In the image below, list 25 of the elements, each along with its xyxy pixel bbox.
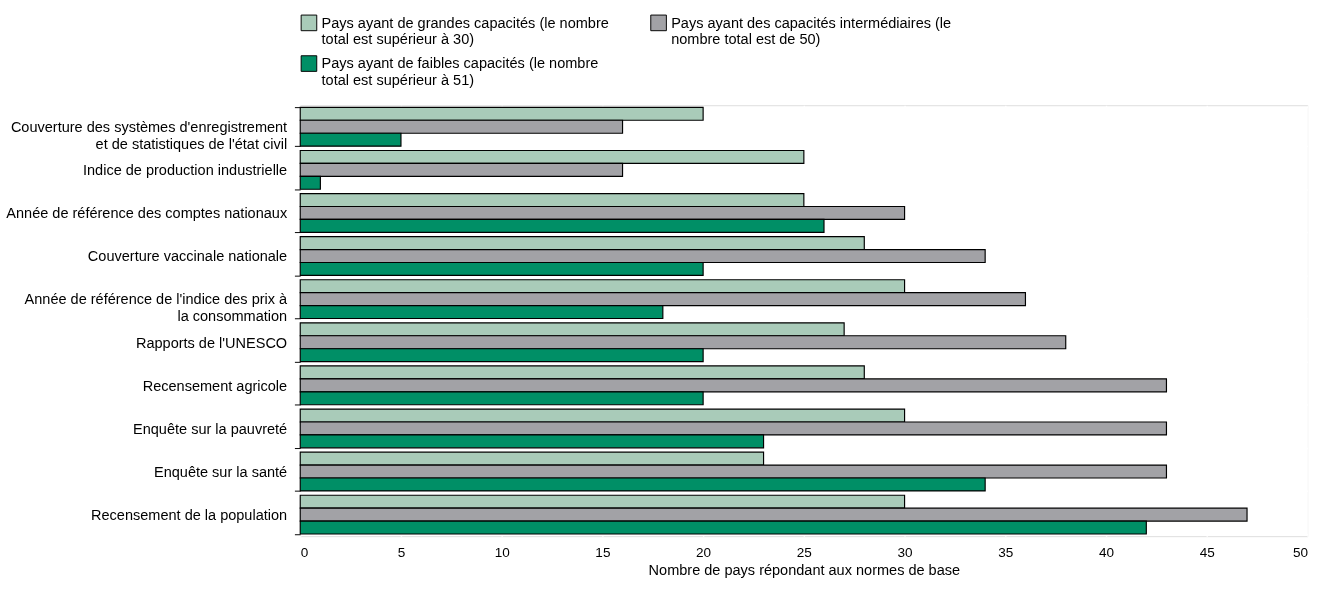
y-tick-label: Recensement de la population — [91, 506, 288, 523]
x-tick-label: 35 — [998, 545, 1014, 561]
x-tick-label: 30 — [897, 545, 913, 561]
y-tick-label: Année de référence des comptes nationaux — [6, 205, 288, 222]
x-axis-title: Nombre de pays répondant aux normes de base — [648, 562, 961, 579]
x-tick-label: 20 — [696, 545, 712, 561]
x-tick-label: 5 — [397, 545, 406, 561]
x-tick-label: 50 — [1292, 545, 1308, 561]
y-tick-label: Couverture des systèmes d'enregistrement et de statistiques de l'état civil — [10, 119, 288, 152]
x-tick-label: 0 — [300, 545, 309, 561]
y-tick-label: Enquête sur la pauvreté — [133, 420, 288, 437]
y-tick-label: Enquête sur la santé — [154, 463, 288, 480]
x-tick-label: 25 — [796, 545, 812, 561]
y-tick-label: Année de référence de l'indice des prix à la consommation — [24, 291, 289, 324]
legend-label: Pays ayant de faibles capacités (le nombre total est supérieur à 51) — [321, 55, 599, 88]
legend-label: Pays ayant de grandes capacités (le nombre total est supérieur à 30) — [321, 14, 609, 48]
y-tick-label: Recensement agricole — [142, 377, 288, 394]
y-tick-label: Couverture vaccinale nationale — [87, 248, 288, 265]
legend-label: Pays ayant des capacités intermédiaires (le nombre total est de 50) — [671, 14, 952, 48]
x-tick-label: 15 — [595, 545, 611, 561]
y-tick-label: Indice de production industrielle — [83, 162, 288, 179]
x-tick-label: 45 — [1199, 545, 1215, 561]
y-tick-label: Rapports de l'UNESCO — [135, 334, 288, 351]
x-tick-label: 10 — [494, 545, 510, 561]
x-tick-label: 40 — [1098, 545, 1115, 561]
